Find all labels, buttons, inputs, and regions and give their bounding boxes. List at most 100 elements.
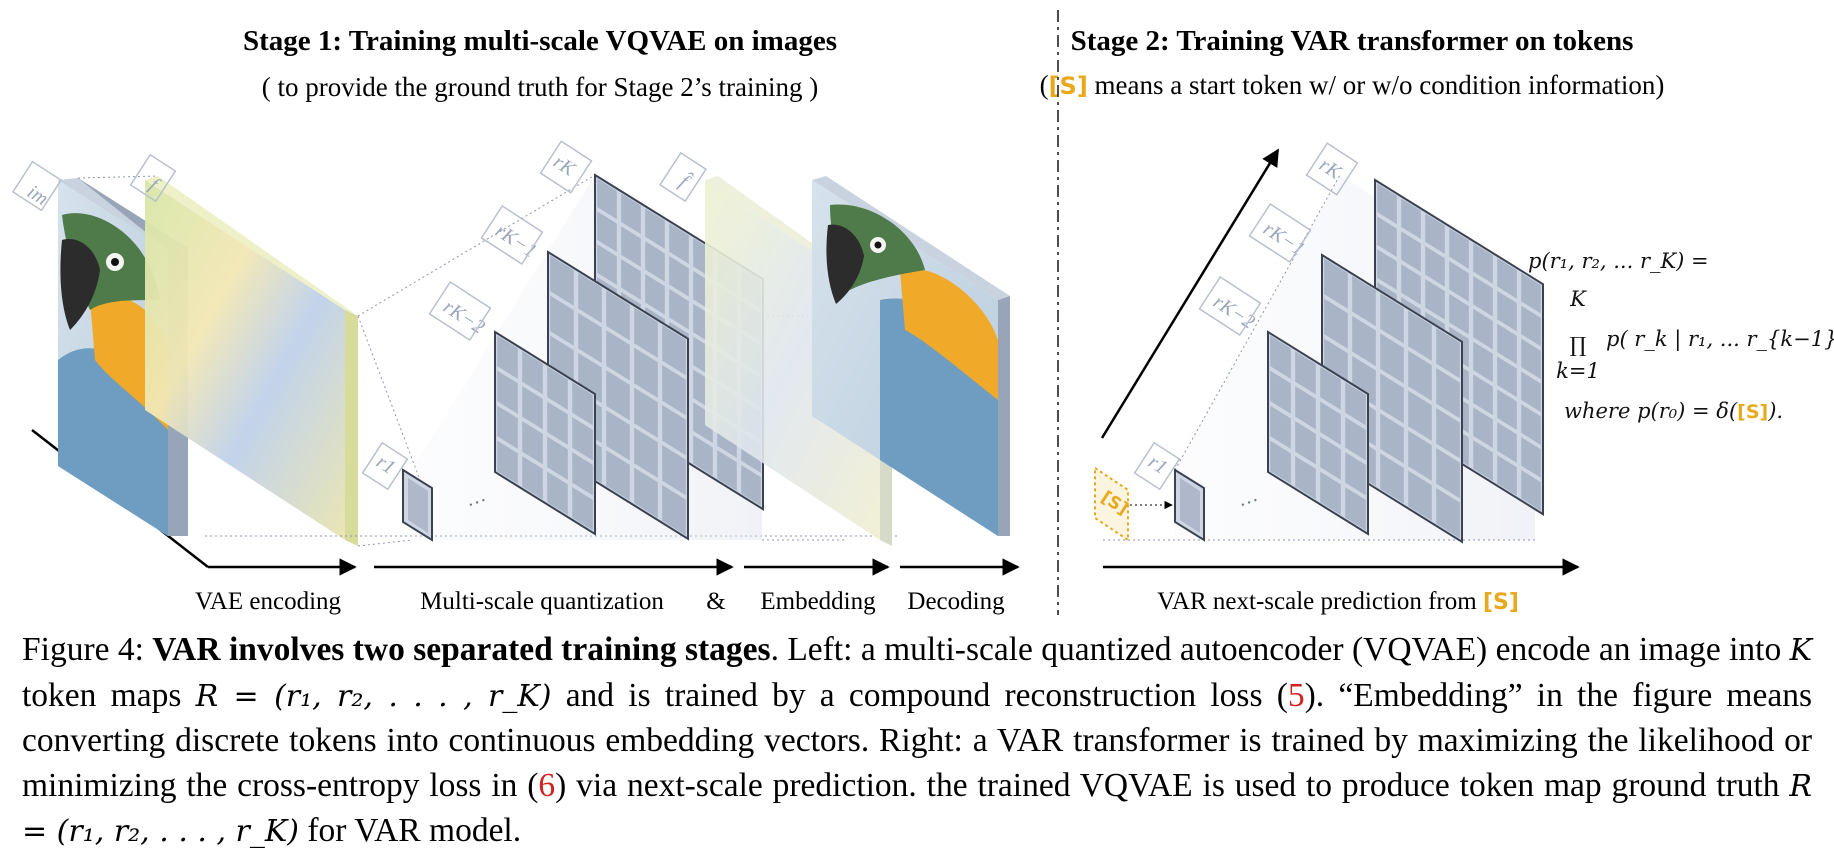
formula-line3-prefix: where p(r₀) = δ( (1564, 399, 1738, 423)
grid-cell (1345, 382, 1366, 426)
grid-cell (662, 445, 686, 496)
label-r1-box (361, 441, 409, 491)
token-grids-stage2 (1267, 178, 1544, 544)
grid-cell (606, 450, 630, 501)
grid-cell (572, 417, 593, 461)
grid-cell (1345, 452, 1366, 496)
grid-cell (1436, 408, 1460, 459)
grid-cell (522, 386, 543, 430)
grid-cell (1521, 404, 1541, 445)
grid-cell (1352, 275, 1376, 327)
grid-cell (547, 366, 568, 410)
grid-cell (1408, 390, 1432, 441)
var-label-rK1-box (1248, 202, 1312, 264)
grid-cell (1377, 216, 1397, 258)
grid-cell (693, 435, 713, 476)
grid-cell (1380, 333, 1404, 384)
label-next-scale-token: [S] (1483, 590, 1519, 615)
label-rK: rK (549, 151, 580, 182)
grid-cell (1408, 310, 1432, 361)
grid-cell (1449, 228, 1469, 269)
formula-line2: p( r_k | r₁, ... r_{k−1} ), (1606, 327, 1834, 352)
input-image (58, 178, 188, 536)
grid-cell (1425, 213, 1445, 254)
grid-cell (1408, 430, 1432, 481)
grid-cell (572, 452, 593, 496)
caption-text-4: ). “Embedding” in the figure means conve… (22, 676, 1812, 804)
label-next-scale-text: VAR next-scale prediction from (1157, 588, 1483, 615)
grid-cell (550, 295, 574, 346)
grid-cell (645, 274, 665, 315)
grid-cell (497, 405, 518, 449)
stage2-subtitle: ([S] means a start token w/ or w/o condi… (1040, 70, 1665, 100)
var-token-map-rK2 (1267, 330, 1369, 536)
grid-cell (572, 487, 593, 531)
grid-cell (1497, 323, 1517, 365)
label-im-box (11, 160, 63, 212)
grid-cell (547, 401, 568, 445)
grid-cell (1270, 405, 1291, 449)
grid-cell (522, 351, 543, 395)
label-embedding: Embedding (760, 588, 876, 615)
feature-map-f (145, 176, 358, 546)
grid-cell (1270, 370, 1291, 414)
grid-cell (662, 405, 686, 456)
grid-cell (578, 312, 602, 364)
grid-cell (1380, 453, 1404, 504)
likelihood-formula: p(r₁, r₂, ... r_K) = K ∏ k=1 p( r_k | r₁… (1528, 249, 1834, 423)
caption-math-r2: R = (r₁, r₂, . . . , r_K) (22, 768, 1813, 850)
grid-cell (1377, 249, 1397, 290)
formula-prod-bottom: k=1 (1556, 359, 1600, 383)
grid-cell (645, 208, 665, 249)
grid-cell (522, 421, 543, 465)
grid-cell (1497, 455, 1517, 496)
grid-cell (662, 325, 686, 376)
label-rK2-box (428, 280, 492, 342)
caption-ref-5[interactable]: 5 (1287, 676, 1305, 714)
var-label-rK-box (1305, 142, 1359, 196)
caption-text-3: and is trained by a compound reconstruct… (551, 676, 1288, 714)
grid-cell (1401, 198, 1421, 240)
label-decoding: Decoding (907, 588, 1005, 615)
caption-math-k: K (1789, 633, 1812, 668)
grid-cell (1473, 341, 1493, 383)
caption-text-1: . Left: a multi-scale quantized autoenco… (770, 631, 1790, 668)
grid-cell (1295, 351, 1316, 395)
grid-cell (1436, 488, 1460, 539)
stage2-subtitle-token: [S] (1049, 72, 1088, 100)
label-rK1-box (480, 204, 544, 266)
grid-cell (1497, 356, 1517, 398)
grid-cell (1436, 448, 1460, 499)
formula-line3-token: [S] (1737, 401, 1768, 423)
grid-cell (1521, 469, 1541, 511)
grid-cell (497, 440, 518, 484)
token-map-r1 (402, 468, 433, 542)
figure-caption: Figure 4: VAR involves two separated tra… (22, 628, 1812, 855)
grid-cell (1436, 328, 1460, 379)
grid-cell (606, 330, 630, 381)
grid-cell (1324, 258, 1348, 309)
label-next-scale: VAR next-scale prediction from [S] (1157, 588, 1519, 615)
grid-cell (1408, 350, 1432, 401)
grid-cell (717, 450, 737, 491)
grid-cell (1324, 298, 1348, 349)
grid-cell (1521, 338, 1541, 380)
figure-diagram: Stage 1: Training multi-scale VQVAE on i… (11, 10, 1834, 615)
grid-cell (634, 467, 658, 518)
grid-cell (634, 307, 658, 358)
caption-text-5: ) via next-scale prediction. the trained… (555, 766, 1790, 804)
grid-cell (669, 223, 689, 264)
grid-cell (1425, 246, 1445, 287)
var-token-map-r1 (1174, 468, 1205, 542)
grid-cell (1380, 293, 1404, 344)
grid-cell (597, 211, 617, 253)
caption-ref-6[interactable]: 6 (538, 766, 556, 804)
grid-cell (669, 256, 689, 297)
label-r1: r1 (372, 451, 399, 479)
label-fhat-box (659, 151, 707, 203)
grid-cell (1320, 366, 1341, 410)
grid-cell (497, 335, 518, 379)
grid-cell (1408, 470, 1432, 521)
grid-cell (1473, 308, 1493, 350)
grid-cell (1295, 421, 1316, 465)
